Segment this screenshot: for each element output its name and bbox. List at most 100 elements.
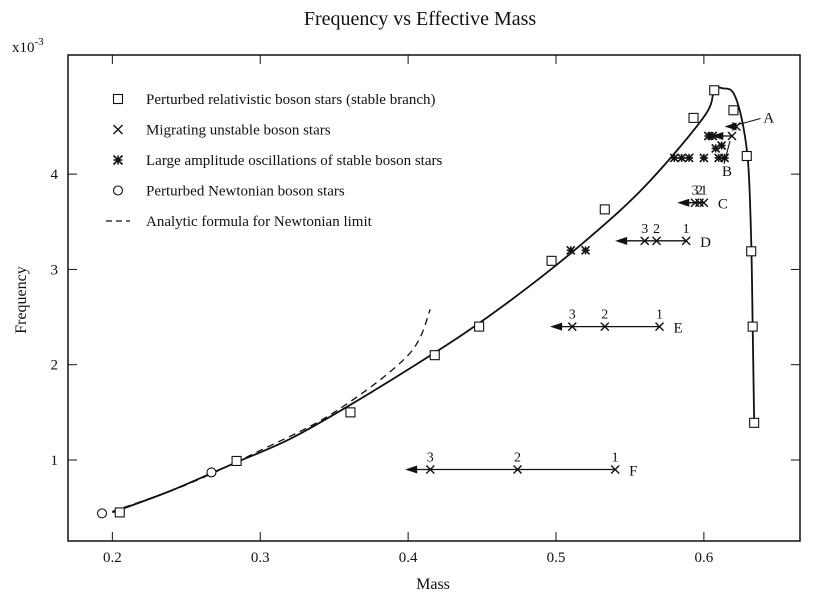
legend-item: Perturbed relativistic boson stars (stab… — [112, 92, 436, 108]
marker-layer — [96, 85, 760, 519]
legend-label: Perturbed Newtonian boson stars — [146, 184, 345, 200]
migration-x-marker — [567, 322, 577, 332]
square-data-point — [688, 112, 699, 123]
square-marker-shape — [746, 246, 757, 257]
square-marker-shape — [688, 112, 699, 123]
newtonian-limit-line — [112, 309, 431, 513]
square-data-point — [474, 321, 485, 332]
x-marker-shape — [652, 236, 662, 246]
asterisk-data-point — [714, 153, 724, 163]
legend-label: Migrating unstable boson stars — [146, 123, 331, 139]
asterisk-marker-shape — [720, 153, 730, 163]
legend-circle-swatch — [112, 185, 124, 196]
migration-label: B — [722, 164, 732, 180]
series-layer — [112, 86, 756, 514]
legend-square-swatch — [112, 93, 124, 105]
x-marker-shape — [513, 465, 523, 475]
migration-label: C — [718, 197, 728, 213]
square-marker-shape — [345, 407, 356, 418]
square-marker-shape — [546, 255, 557, 266]
square-marker-shape — [474, 321, 485, 332]
migration-label: F — [629, 464, 637, 480]
asterisk-data-point — [566, 245, 576, 255]
circle-marker-shape — [96, 508, 108, 519]
migration-arrowhead — [711, 132, 724, 140]
legend-asterisk-swatch — [112, 154, 124, 166]
migration-x-marker — [652, 236, 662, 246]
migration-step-label: 2 — [653, 222, 660, 237]
square-data-point — [345, 407, 356, 418]
asterisk-data-point — [717, 140, 727, 151]
migration-arrowhead — [724, 122, 737, 131]
asterisk-data-point — [677, 153, 687, 163]
legend-item: Large amplitude oscillations of stable b… — [112, 153, 442, 169]
square-data-point — [231, 455, 242, 467]
legend-label: Analytic formula for Newtonian limit — [146, 214, 373, 230]
migration-label: E — [674, 321, 683, 337]
migration-x-marker — [640, 236, 650, 246]
asterisk-marker-shape — [684, 153, 694, 163]
square-marker-shape — [709, 85, 720, 96]
square-data-point — [429, 350, 440, 361]
square-data-point — [749, 417, 760, 428]
migration-label-leader — [738, 117, 761, 126]
legend-item: Migrating unstable boson stars — [113, 123, 331, 139]
x-marker-shape — [113, 124, 123, 135]
migration-label: A — [763, 110, 774, 126]
square-data-point — [114, 507, 125, 518]
migration-e: 1 2 3 E — [550, 308, 683, 337]
migration-x-marker — [690, 198, 700, 208]
x-marker-shape — [727, 131, 737, 141]
circle-marker-shape — [112, 185, 124, 196]
y-tick-label: 3 — [51, 262, 59, 278]
square-data-point — [746, 246, 757, 257]
x-axis-label: Mass — [416, 576, 450, 593]
migration-step-label: 3 — [569, 308, 576, 323]
x-ticks: 0.2 0.3 0.4 0.5 0.6 — [103, 55, 714, 566]
y-tick-label: 4 — [51, 167, 59, 183]
asterisk-data-point — [684, 153, 694, 163]
migration-d: 1 23 D — [615, 222, 711, 251]
plot-frame — [67, 54, 801, 542]
x-marker-shape — [640, 236, 650, 246]
square-marker-shape — [429, 350, 440, 361]
square-data-point — [747, 321, 758, 332]
y-multiplier-exponent: -3 — [35, 36, 45, 48]
asterisk-marker-shape — [581, 245, 591, 255]
migration-x-marker — [425, 465, 435, 475]
x-marker-shape — [655, 322, 665, 332]
migration-x-marker — [681, 236, 691, 246]
stable-branch-line — [112, 86, 756, 514]
square-marker-shape — [231, 455, 242, 467]
x-marker-shape — [600, 322, 610, 332]
y-tick-label: 2 — [51, 358, 59, 374]
circle-marker-shape — [206, 467, 217, 478]
migration-a: A — [724, 110, 774, 131]
legend-label: Perturbed relativistic boson stars (stab… — [146, 92, 436, 108]
square-marker-shape — [728, 105, 739, 116]
circle-data-point — [206, 467, 217, 478]
asterisk-data-point — [699, 153, 709, 163]
asterisk-marker-shape — [677, 153, 687, 163]
migration-arrowhead — [550, 322, 563, 331]
y-multiplier-base: x10 — [12, 40, 35, 56]
migration-step-label: 2 — [696, 184, 703, 199]
migration-label-leader — [723, 140, 731, 165]
migration-arrowhead — [615, 236, 628, 245]
migration-step-label: 3 — [427, 451, 434, 466]
square-data-point — [599, 204, 610, 215]
x-tick-label: 0.4 — [399, 550, 418, 566]
migration-f: 1 2 3 F — [405, 451, 637, 480]
asterisk-data-point — [669, 153, 679, 163]
migration-arrowhead — [405, 465, 418, 474]
legend-x-swatch — [113, 124, 123, 135]
x-tick-label: 0.6 — [695, 550, 714, 566]
x-tick-label: 0.5 — [547, 550, 566, 566]
chart-title: Frequency vs Effective Mass — [304, 8, 537, 30]
migration-step-label: 1 — [683, 222, 690, 237]
legend: Perturbed relativistic boson stars (stab… — [106, 92, 442, 230]
migration-step-label: 1 — [700, 184, 707, 199]
migration-c: 123 C — [677, 184, 728, 213]
